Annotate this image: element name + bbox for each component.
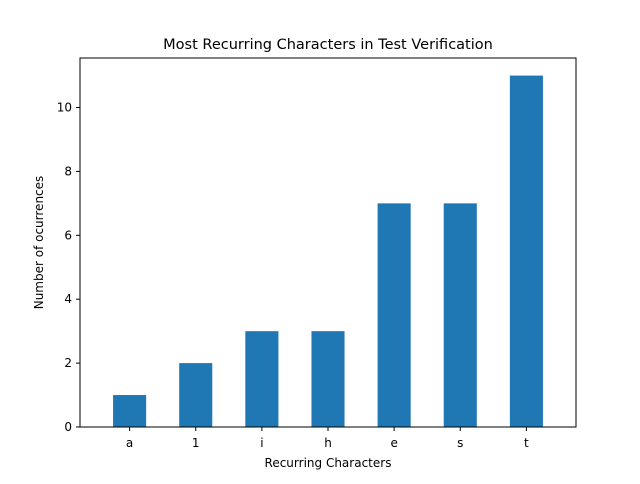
- y-tick-label: 8: [64, 164, 72, 178]
- bars-layer: [113, 75, 543, 428]
- y-tick-label: 6: [64, 228, 72, 242]
- y-tick-label: 4: [64, 292, 72, 306]
- x-axis-label: Recurring Characters: [265, 456, 392, 470]
- bar-6: [443, 203, 477, 427]
- x-axis-ticks: a 1 i h e s t: [126, 427, 529, 450]
- y-axis-ticks: 0 2 4 6 8 10: [57, 101, 80, 434]
- bar-2: [179, 363, 213, 427]
- x-tick-label: s: [457, 436, 463, 450]
- x-tick-label: t: [524, 436, 529, 450]
- plot-area-frame: [79, 57, 577, 428]
- chart-title: Most Recurring Characters in Test Verifi…: [163, 37, 493, 53]
- bar-3: [245, 331, 279, 427]
- y-axis-label: Number of ocurrences: [32, 176, 46, 310]
- x-tick-label: 1: [192, 436, 200, 450]
- bar-4: [311, 331, 345, 427]
- x-tick-label: a: [126, 436, 133, 450]
- bar-5: [377, 203, 411, 427]
- bar-7: [509, 75, 543, 428]
- y-tick-label: 2: [64, 356, 72, 370]
- x-tick-label: i: [260, 436, 263, 450]
- bar-1: [113, 395, 147, 427]
- x-tick-label: h: [324, 436, 332, 450]
- y-tick-label: 10: [57, 101, 72, 115]
- x-tick-label: e: [390, 436, 397, 450]
- y-tick-label: 0: [64, 420, 72, 434]
